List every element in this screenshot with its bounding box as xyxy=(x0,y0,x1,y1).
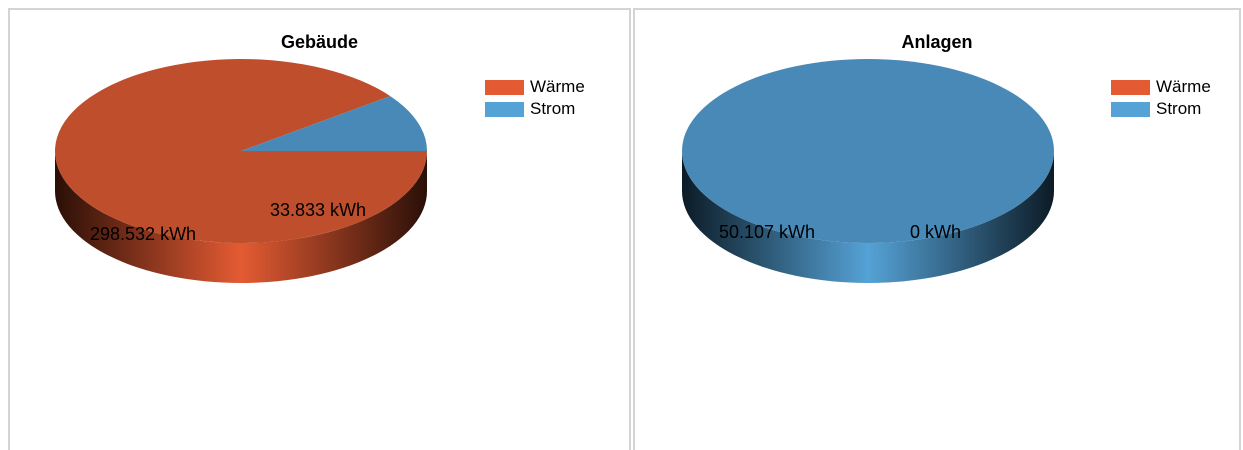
legend-swatch-strom xyxy=(1111,101,1150,117)
chart-title: Gebäude xyxy=(280,32,359,52)
data-label-waerme: 298.532 kWh xyxy=(90,224,196,244)
data-label-strom: 50.107 kWh xyxy=(719,222,815,242)
legend-label: Wärme xyxy=(1156,77,1211,96)
legend-item-waerme[interactable]: Wärme xyxy=(1111,76,1211,98)
legend-swatch-strom xyxy=(485,101,524,117)
legend-swatch-waerme xyxy=(1111,79,1150,95)
pie-side-wall xyxy=(682,151,1054,283)
pie-slice-strom[interactable] xyxy=(682,59,1054,243)
legend-item-strom[interactable]: Strom xyxy=(485,98,585,120)
pie-side-wall xyxy=(55,151,427,283)
pie-slice-strom[interactable] xyxy=(241,96,427,151)
legend-label: Strom xyxy=(1156,99,1202,118)
data-label-strom: 33.833 kWh xyxy=(270,200,366,220)
chart-title: Anlagen xyxy=(901,32,973,52)
legend-label: Wärme xyxy=(530,77,585,96)
data-label-waerme: 0 kWh xyxy=(910,222,961,242)
legend-item-waerme[interactable]: Wärme xyxy=(485,76,585,98)
chart-legend: Wärme Strom xyxy=(485,76,585,120)
pie-slice-waerme[interactable] xyxy=(54,59,427,244)
chart-panel-gebaeude: Gebäude Wärme Strom 298.532 kWh 33.833 kW… xyxy=(8,8,631,450)
legend-item-strom[interactable]: Strom xyxy=(1111,98,1211,120)
legend-swatch-waerme xyxy=(485,79,524,95)
chart-panel-anlagen: Anlagen Wärme Strom 0 kWh 50.107 kWh xyxy=(633,8,1241,450)
pie-chart-gebaeude: 298.532 kWh 33.833 kWh xyxy=(54,59,427,283)
chart-legend: Wärme Strom xyxy=(1111,76,1211,120)
legend-label: Strom xyxy=(530,99,576,118)
pie-chart-anlagen: 0 kWh 50.107 kWh xyxy=(682,59,1054,283)
